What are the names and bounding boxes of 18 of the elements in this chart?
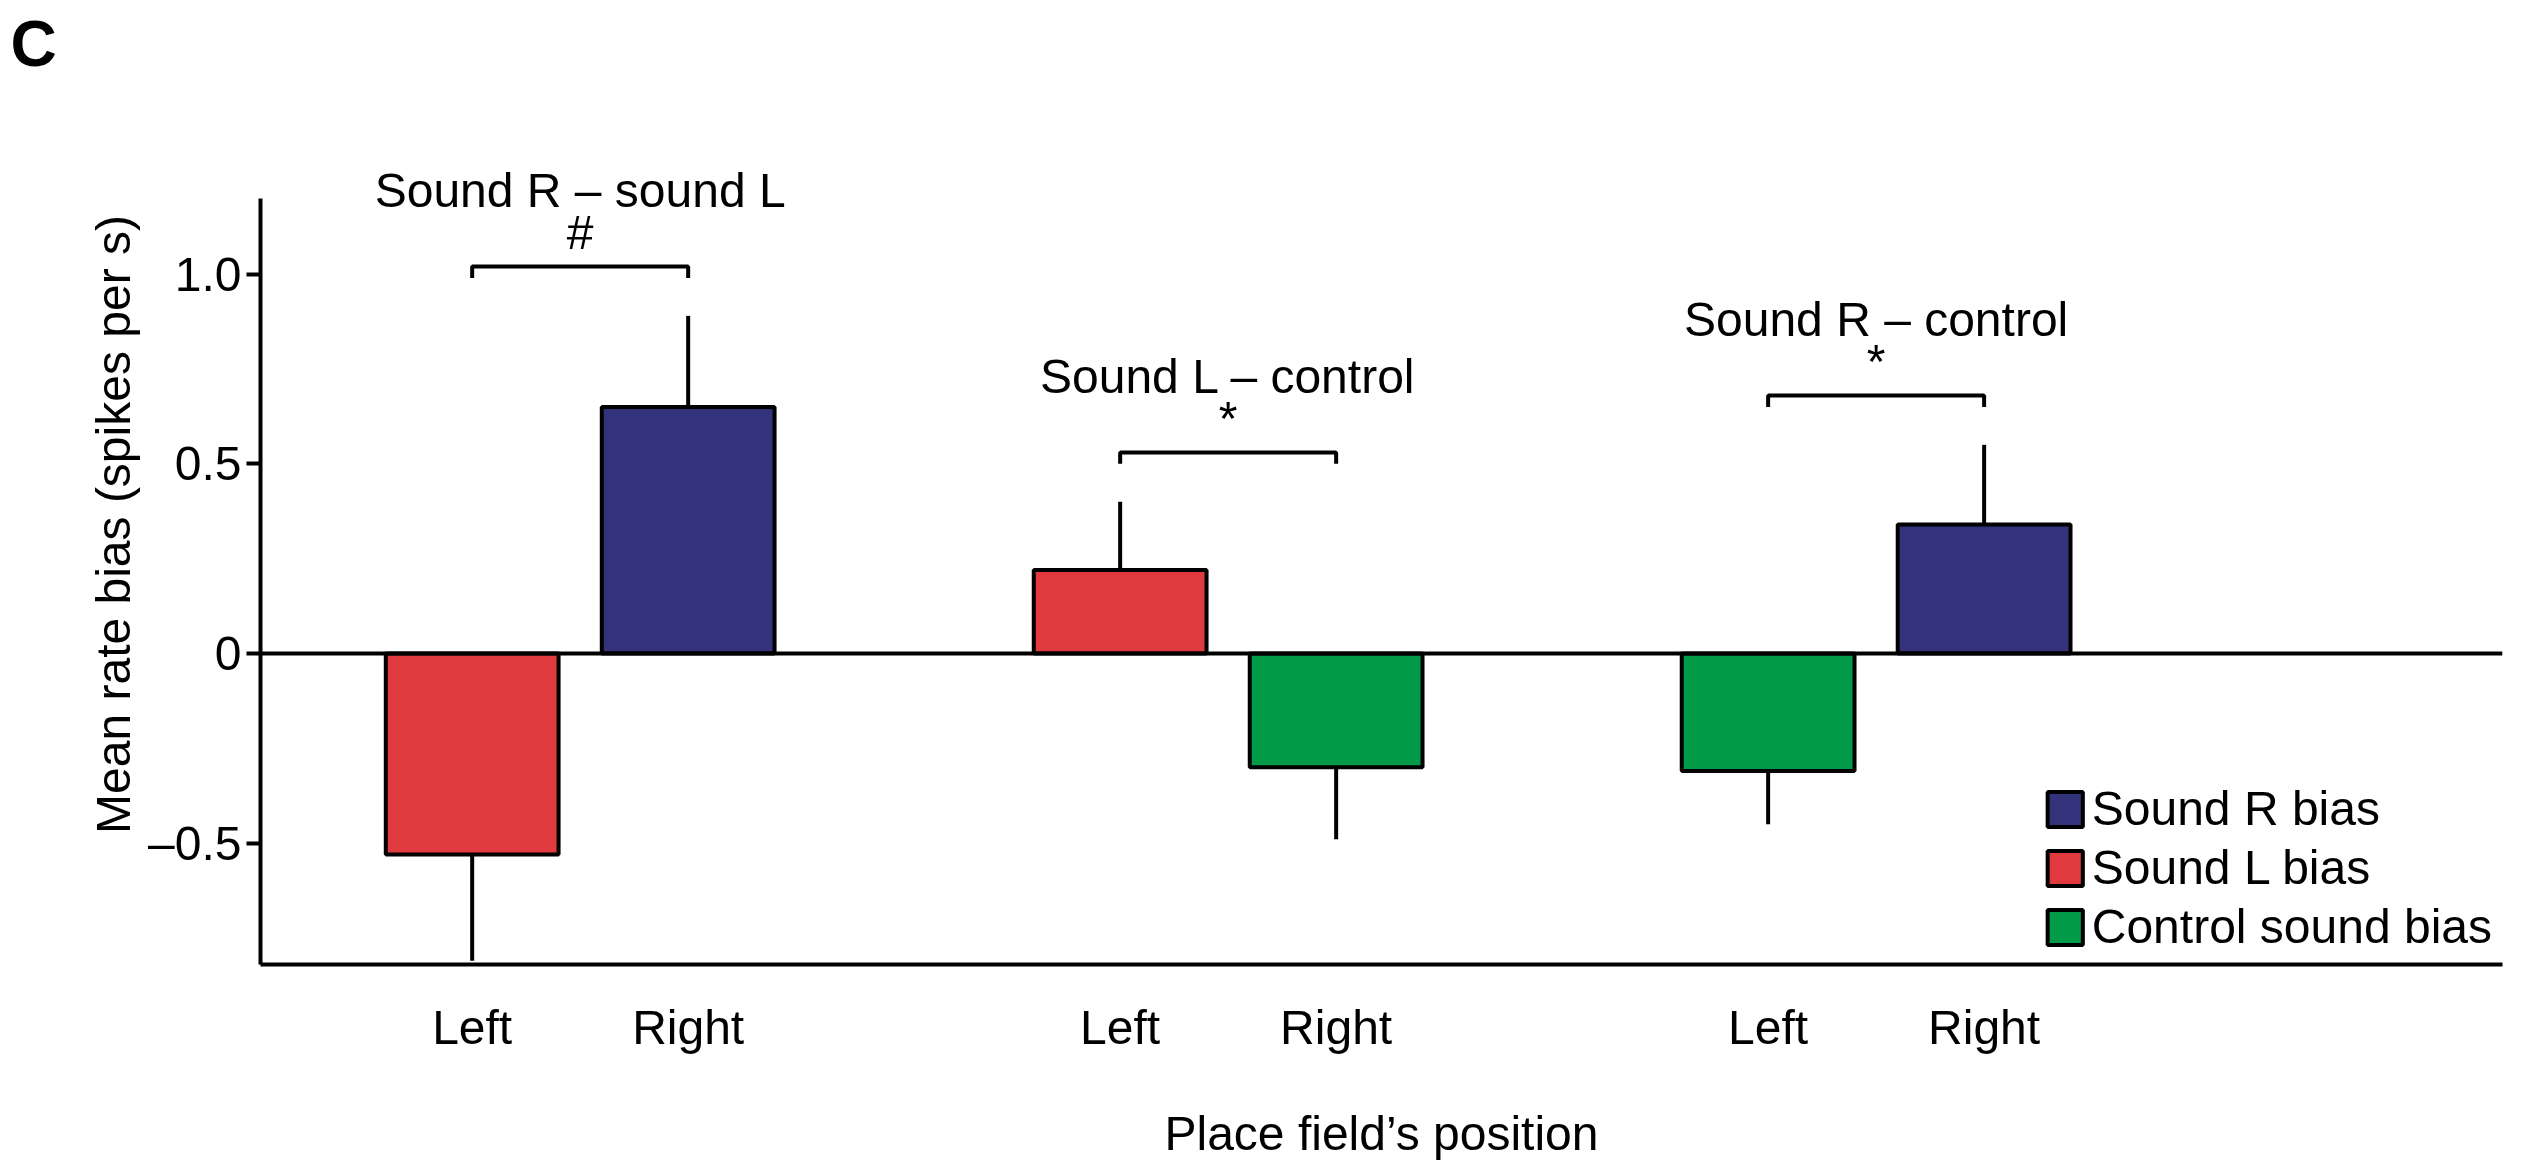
x-tick-label: Left (432, 1000, 513, 1054)
text: C (10, 7, 57, 80)
legend-label: Sound R bias (2091, 781, 2380, 836)
y-tick-label: 0.5 (174, 437, 242, 491)
x-tick-label: Left (1080, 1000, 1161, 1054)
legend-label: Sound L bias (2091, 840, 2371, 895)
y-axis-title: Mean rate bias (spikes per s) (87, 215, 141, 834)
y-tick-label: 0 (214, 626, 242, 680)
legend-label: Control sound bias (2091, 899, 2492, 954)
x-tick-label: Right (1280, 1000, 1393, 1054)
y-tick-label: –0.5 (148, 816, 242, 870)
x-tick-label: Left (1728, 1000, 1809, 1054)
x-tick-label: Right (632, 1000, 745, 1054)
annotation: # (566, 205, 594, 259)
annotation: * (1218, 391, 1238, 445)
y-tick-label: 1.0 (174, 247, 242, 301)
x-axis-title: Place field’s position (1164, 1106, 1599, 1160)
x-tick-label: Right (1928, 1000, 2041, 1054)
